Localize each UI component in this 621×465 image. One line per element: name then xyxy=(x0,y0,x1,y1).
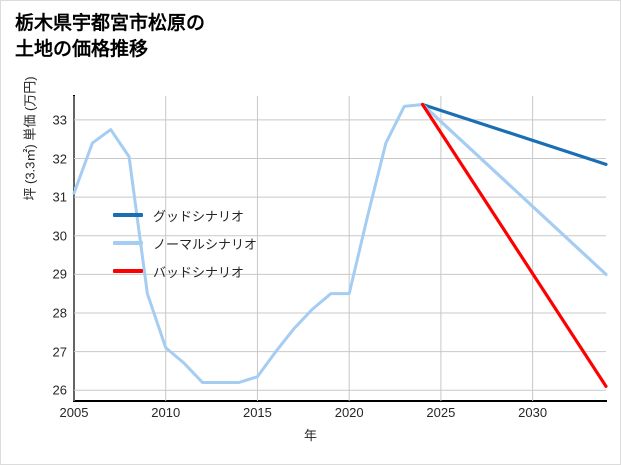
chart-legend: グッドシナリオ ノーマルシナリオ バッドシナリオ xyxy=(113,201,303,285)
grid-lines xyxy=(73,96,606,401)
x-tick-label: 2005 xyxy=(59,405,89,420)
y-tick-label: 30 xyxy=(52,228,67,244)
series-line xyxy=(420,102,608,276)
y-tick-label: 29 xyxy=(52,266,67,282)
y-tick-label: 28 xyxy=(52,305,67,321)
chart-title: 栃木県宇都宮市松原の 土地の価格推移 xyxy=(15,13,206,61)
data-series xyxy=(72,102,608,388)
legend-swatch-icon xyxy=(113,269,143,273)
y-tick-label: 33 xyxy=(52,112,67,128)
legend-label: ノーマルシナリオ xyxy=(153,236,258,252)
legend-item[interactable]: バッドシナリオ xyxy=(113,257,303,285)
y-axis-label: 坪 (3.3㎡) 単価 (万円) xyxy=(22,76,38,201)
series-line xyxy=(420,102,608,388)
x-tick-label: 2020 xyxy=(334,405,364,420)
legend-swatch-icon xyxy=(113,241,143,245)
series-line xyxy=(420,102,608,166)
x-axis-spine xyxy=(73,400,607,402)
y-tick-label: 31 xyxy=(52,189,67,205)
y-tick-label: 26 xyxy=(52,382,67,398)
x-tick-label: 2010 xyxy=(151,405,181,420)
y-tick-labels: 26 27 28 29 30 31 32 33 xyxy=(37,1,67,464)
x-tick-label: 2030 xyxy=(518,405,548,420)
x-tick-label: 2015 xyxy=(242,405,272,420)
y-tick-label: 32 xyxy=(52,151,67,167)
legend-swatch-icon xyxy=(113,213,143,217)
plot-area xyxy=(72,96,608,401)
series-line xyxy=(72,102,425,384)
legend-item[interactable]: ノーマルシナリオ xyxy=(113,229,303,257)
y-tick-label: 27 xyxy=(52,344,67,360)
x-axis-label: 年 xyxy=(303,428,317,443)
legend-label: バッドシナリオ xyxy=(153,264,245,280)
x-tick-label: 2025 xyxy=(426,405,456,420)
legend-label: グッドシナリオ xyxy=(153,208,245,224)
legend-item[interactable]: グッドシナリオ xyxy=(113,201,303,229)
